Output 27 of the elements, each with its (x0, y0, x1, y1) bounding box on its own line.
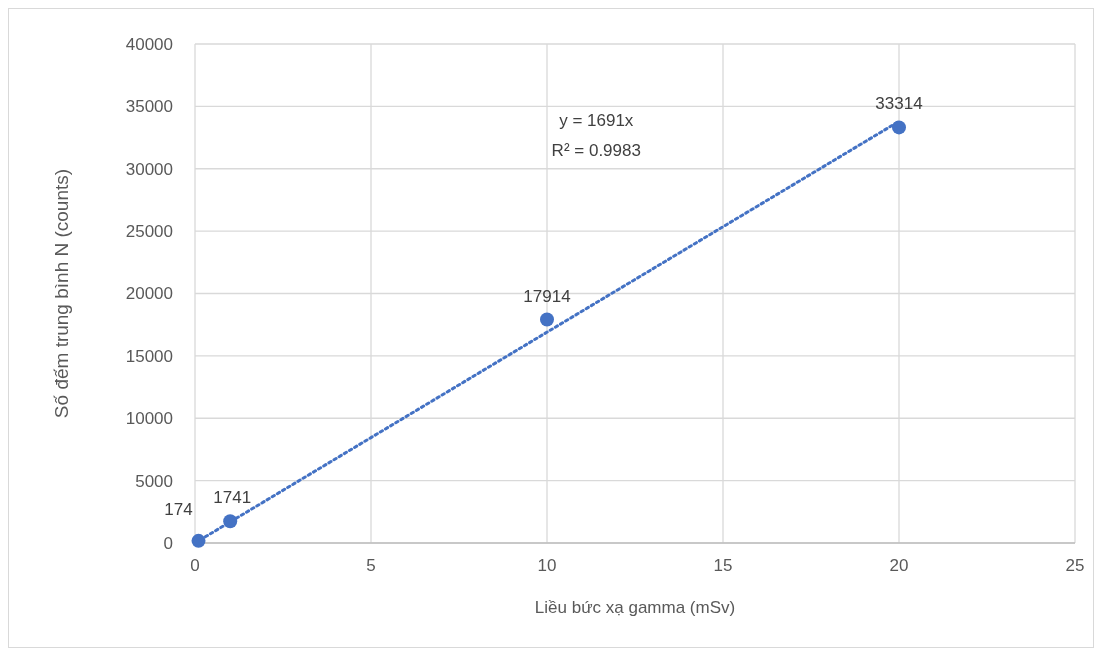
y-tick-label: 10000 (125, 409, 173, 429)
point (540, 312, 554, 327)
data-label: 1741 (213, 488, 252, 508)
annotation: R² = 0.9983 (551, 141, 641, 160)
y-tick-label: 35000 (125, 97, 173, 117)
data-label: 174 (164, 499, 193, 519)
x-axis-title: Liều bức xạ gamma (mSv) (534, 598, 736, 617)
point (892, 120, 906, 135)
y-tick-label: 0 (163, 533, 173, 553)
y-tick-label: 5000 (135, 471, 173, 491)
x-tick-label: 5 (366, 556, 376, 575)
x-tick-label: 15 (713, 556, 733, 575)
y-tick-label: 15000 (125, 346, 173, 366)
y-tick-label: 30000 (125, 159, 173, 179)
data-label: 33314 (875, 94, 923, 114)
point (191, 533, 206, 548)
x-tick-label: 0 (190, 556, 200, 575)
data-label: 17914 (523, 286, 571, 306)
x-tick-label: 10 (537, 556, 557, 575)
y-tick-label: 20000 (125, 284, 173, 304)
point (223, 514, 238, 529)
x-tick-label: 20 (889, 556, 909, 575)
x-tick-label: 25 (1065, 556, 1085, 575)
y-tick-label: 40000 (125, 34, 173, 54)
y-tick-label: 25000 (125, 222, 173, 242)
y-axis-title: Số đếm trung bình N (counts) (51, 168, 72, 419)
annotation: y = 1691x (559, 111, 634, 130)
